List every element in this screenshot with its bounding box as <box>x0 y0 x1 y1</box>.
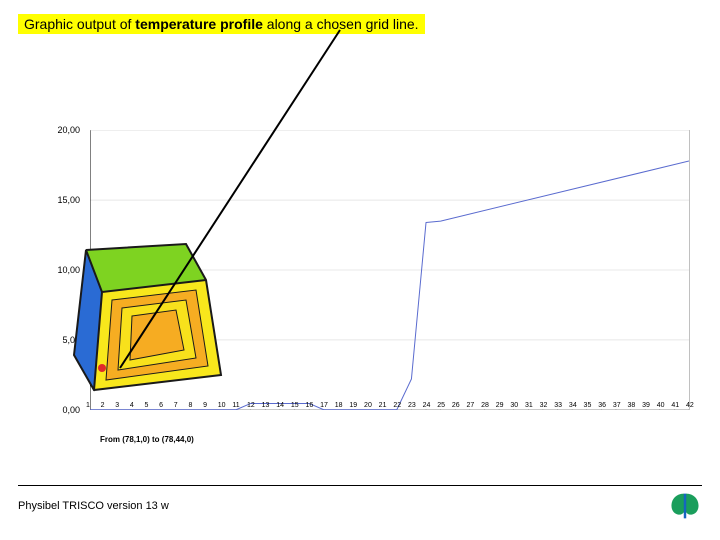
caption-suffix: along a chosen grid line. <box>263 16 419 32</box>
x-tick-label: 37 <box>613 402 621 409</box>
x-tick-label: 40 <box>657 402 665 409</box>
caption: Graphic output of temperature profile al… <box>18 14 425 34</box>
x-tick-label: 14 <box>276 402 284 409</box>
caption-prefix: Graphic output of <box>24 16 135 32</box>
x-tick-label: 22 <box>393 402 401 409</box>
y-tick-label: 15,00 <box>40 195 80 205</box>
footer: Physibel TRISCO version 13 w <box>18 485 702 520</box>
x-tick-label: 36 <box>598 402 606 409</box>
x-tick-label: 32 <box>540 402 548 409</box>
x-tick-label: 24 <box>423 402 431 409</box>
x-tick-label: 35 <box>584 402 592 409</box>
x-tick-label: 12 <box>247 402 255 409</box>
x-tick-label: 27 <box>466 402 474 409</box>
x-tick-label: 15 <box>291 402 299 409</box>
x-tick-label: 25 <box>437 402 445 409</box>
x-tick-label: 30 <box>510 402 518 409</box>
x-axis-caption: From (78,1,0) to (78,44,0) <box>100 435 194 444</box>
thermal-3d-block <box>66 240 236 410</box>
x-tick-label: 18 <box>335 402 343 409</box>
y-tick-label: 20,00 <box>40 125 80 135</box>
x-tick-label: 39 <box>642 402 650 409</box>
footer-text: Physibel TRISCO version 13 w <box>18 500 169 512</box>
x-tick-label: 28 <box>481 402 489 409</box>
x-tick-label: 17 <box>320 402 328 409</box>
x-tick-label: 29 <box>496 402 504 409</box>
x-tick-label: 21 <box>379 402 387 409</box>
x-tick-label: 13 <box>262 402 270 409</box>
x-tick-label: 41 <box>671 402 679 409</box>
x-tick-label: 26 <box>452 402 460 409</box>
caption-bold: temperature profile <box>135 16 263 32</box>
x-tick-label: 38 <box>627 402 635 409</box>
x-tick-label: 31 <box>525 402 533 409</box>
x-tick-label: 23 <box>408 402 416 409</box>
x-tick-label: 20 <box>364 402 372 409</box>
x-tick-label: 34 <box>569 402 577 409</box>
x-tick-label: 42 <box>686 402 694 409</box>
x-tick-label: 16 <box>306 402 314 409</box>
x-tick-label: 19 <box>349 402 357 409</box>
physibel-logo-icon <box>668 492 702 520</box>
x-tick-label: 33 <box>554 402 562 409</box>
